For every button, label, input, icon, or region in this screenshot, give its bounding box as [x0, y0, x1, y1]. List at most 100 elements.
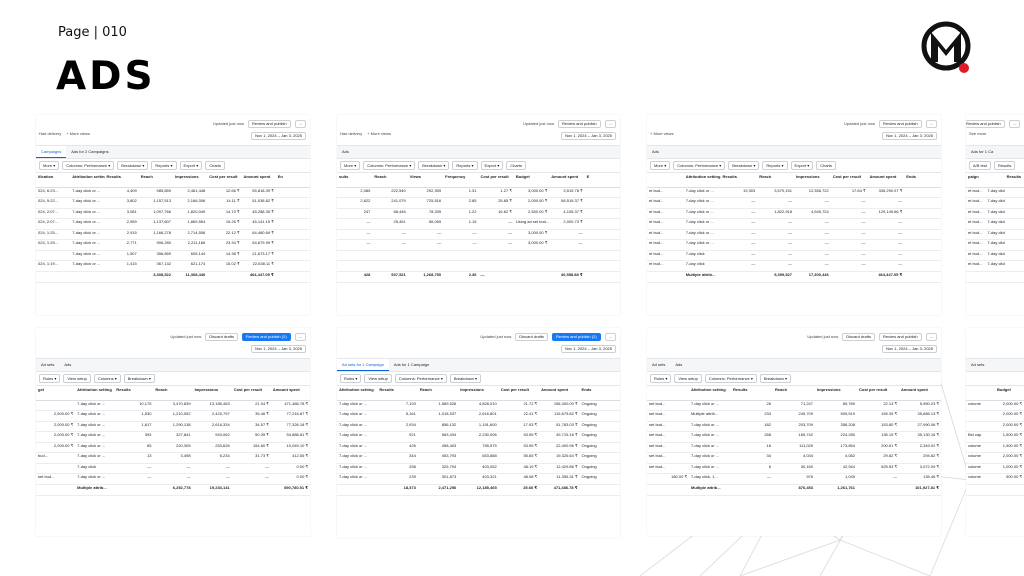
column-header[interactable]: Cost per result: [498, 386, 540, 401]
tab[interactable]: Ads for 1 Campaign: [388, 359, 435, 371]
table-row[interactable]: 024, 5:22... 7-day click or ... 3,802 1,157…: [36, 197, 310, 209]
review-publish-button[interactable]: Review and publish: [247, 120, 291, 128]
table-row[interactable]: et bud... 7-day click or ... 19,303 3,570,1…: [647, 187, 941, 198]
tab[interactable]: Ad sets: [966, 359, 990, 371]
toolbar-button[interactable]: Breakdown ▾: [418, 161, 450, 170]
table-row[interactable]: et bud...7-day click or: [966, 239, 1024, 251]
view-link[interactable]: See more: [969, 131, 987, 136]
column-header[interactable]: [647, 386, 689, 401]
table-row[interactable]: 7-day click or ... 344 453,793 653,888 55.65…: [337, 452, 620, 464]
toolbar-button[interactable]: Export ▾: [790, 161, 814, 170]
toolbar-button[interactable]: View setup: [63, 374, 91, 383]
table-row[interactable]: set bud... 7-day click or ... — — — —0.00 ₹: [36, 473, 310, 485]
table-row[interactable]: et bud...7-day click or: [966, 208, 1024, 219]
column-header[interactable]: En: [275, 173, 310, 188]
column-header[interactable]: Attribution setting: [75, 386, 115, 401]
column-header[interactable]: Results: [720, 173, 758, 188]
column-header[interactable]: Impressions: [815, 386, 857, 401]
table-row[interactable]: 2,000.00 ₹: [966, 410, 1024, 422]
table-row[interactable]: set bud... 7-day click or ... 6 30,160 42,94…: [647, 463, 941, 474]
date-range-picker[interactable]: Nov 1, 2024 – Jan 3, 2025: [561, 132, 616, 140]
table-row[interactable]: 7-day click or ... 1,507 356,859 605,144 14.…: [36, 250, 310, 261]
table-row[interactable]: et bud... 7-day click or ... — — — — —: [647, 229, 941, 240]
review-publish-button[interactable]: Review and publish: [966, 120, 1005, 128]
column-header[interactable]: Views: [407, 173, 444, 188]
column-header[interactable]: ification: [36, 173, 71, 188]
table-row[interactable]: et bud...7-day click or: [966, 229, 1024, 240]
column-header[interactable]: Reach: [773, 386, 815, 401]
table-row[interactable]: et bud... 7-day click — — — — —: [647, 260, 941, 272]
column-header[interactable]: Budget: [995, 386, 1024, 401]
column-header[interactable]: Reach: [417, 386, 459, 401]
table-row[interactable]: 024, 6:23... 7-day click or ... 4,409 985,8…: [36, 187, 310, 198]
more-options-button[interactable]: ...: [604, 333, 616, 341]
discard-drafts-button[interactable]: Discard drafts: [205, 333, 238, 341]
table-row[interactable]: — — — — —3,000.00 ₹ —: [337, 229, 620, 240]
table-row[interactable]: et bud... 7-day click or ... — — — — —: [647, 218, 941, 230]
toolbar-button[interactable]: Charts: [506, 161, 526, 170]
table-row[interactable]: 2,000.00 ₹: [966, 421, 1024, 432]
column-header[interactable]: Impressions: [794, 173, 831, 188]
toolbar-button[interactable]: Export ▾: [480, 161, 504, 170]
table-row[interactable]: 2,000.00 ₹7-day click or ... 393 327,841 94…: [36, 431, 310, 443]
table-row[interactable]: et bud...7-day click or: [966, 260, 1024, 272]
table-row[interactable]: 024, 1:19... 7-day click or ... 1,415 367,1…: [36, 260, 310, 272]
column-header[interactable]: Frequency: [443, 173, 479, 188]
toolbar-button[interactable]: Columns: Performance ▾: [62, 161, 115, 170]
column-header[interactable]: Cost per result: [231, 386, 271, 401]
toolbar-button[interactable]: Charts: [205, 161, 225, 170]
column-header[interactable]: Ends: [904, 173, 941, 188]
date-range-picker[interactable]: Nov 1, 2024 – Jan 3, 2025: [251, 345, 306, 353]
column-header[interactable]: Cost per result: [207, 173, 242, 188]
review-publish-button[interactable]: Review and publish: [878, 333, 922, 341]
toolbar-button[interactable]: Breakdown ▾: [117, 161, 149, 170]
column-header[interactable]: sults: [337, 173, 373, 188]
toolbar-button[interactable]: Reports ▾: [452, 161, 478, 170]
toolbar-button[interactable]: Rules ▾: [650, 374, 672, 383]
column-header[interactable]: Attribution setting: [337, 386, 378, 401]
toolbar-button[interactable]: Breakdown ▾: [728, 161, 760, 170]
column-header[interactable]: Amount spent: [270, 386, 310, 401]
table-row[interactable]: 7-day click or ... 258 325,794 403,052 48.19…: [337, 463, 620, 474]
table-row[interactable]: et bud... 7-day click or ... — — — — —: [647, 197, 941, 209]
tab[interactable]: Ads: [337, 146, 354, 158]
table-row[interactable]: 024, 1:25... 7-day click or ... 2,771 906,2…: [36, 239, 310, 251]
table-row[interactable]: 180.00 ₹7-day click, 1... —976 1,045—135.4…: [647, 473, 941, 485]
toolbar-button[interactable]: Export ▾: [179, 161, 203, 170]
column-header[interactable]: [985, 173, 1005, 188]
column-header[interactable]: Attribution setting: [70, 173, 105, 188]
table-row[interactable]: et bud...7-day click or: [966, 218, 1024, 230]
table-row[interactable]: 7-day click or ... 5,161 1,018,537 2,616,80…: [337, 410, 620, 422]
table-row[interactable]: 247 68,446 78,339 1.22 16.62 ₹2,500.00 ₹4,10…: [337, 208, 620, 219]
table-row[interactable]: volume 2,000.00 ₹: [966, 400, 1024, 411]
column-header[interactable]: get: [36, 386, 76, 401]
toolbar-button[interactable]: Columns: Performance ▾: [394, 374, 447, 383]
table-row[interactable]: — — — — —3,000.00 ₹ —: [337, 239, 620, 251]
column-header[interactable]: Amount spent: [867, 173, 905, 188]
column-header[interactable]: Results: [377, 386, 418, 401]
toolbar-button[interactable]: More ▾: [650, 161, 671, 170]
toolbar-button[interactable]: A/B test: [969, 161, 992, 170]
column-header[interactable]: Amount spent: [549, 173, 585, 188]
view-link[interactable]: + More views: [66, 131, 90, 136]
toolbar-button[interactable]: Breakdown ▾: [449, 374, 482, 383]
toolbar-button[interactable]: Columns ▾: [93, 374, 121, 383]
toolbar-button[interactable]: Breakdown ▾: [759, 374, 792, 383]
review-publish-button[interactable]: Review and publish: [878, 120, 922, 128]
table-row[interactable]: 7-day click or ... 7,193 1,589,526 4,828,01…: [337, 400, 620, 411]
toolbar-button[interactable]: Breakdown ▾: [123, 374, 155, 383]
column-header[interactable]: Results: [104, 173, 139, 188]
column-header[interactable]: Ends: [579, 386, 620, 401]
tab[interactable]: Ad sets: [36, 359, 60, 371]
table-row[interactable]: et bud...7-day click or: [966, 250, 1024, 261]
column-header[interactable]: E: [584, 173, 620, 188]
toolbar-button[interactable]: Results: [994, 161, 1016, 170]
table-row[interactable]: —25,451 56,059 1.19— Using ad set bud... 2,0…: [337, 218, 620, 230]
column-header[interactable]: Amount spent: [539, 386, 580, 401]
column-header[interactable]: Amount spent: [241, 173, 276, 188]
table-row[interactable]: et bud... 7-day click — — — — —: [647, 250, 941, 261]
table-row[interactable]: 7-day click or ... 921 563,434 2,230,006 53.…: [337, 431, 620, 443]
column-header[interactable]: Reach: [757, 173, 794, 188]
more-options-button[interactable]: ...: [294, 333, 306, 341]
toolbar-button[interactable]: Columns: Performance ▾: [363, 161, 416, 170]
